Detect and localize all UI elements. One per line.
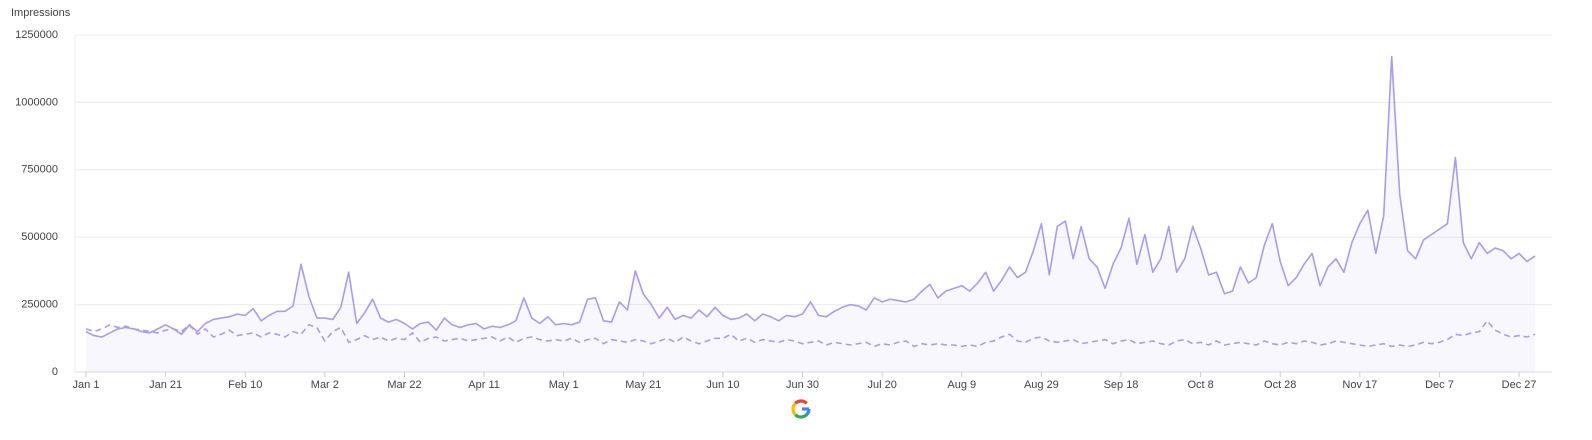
x-tick-label: Jun 30 [786,379,819,391]
x-tick-label: May 21 [625,379,661,391]
x-tick-label: Oct 8 [1187,379,1213,391]
y-tick-label: 750000 [21,164,58,176]
x-tick-label: Oct 28 [1264,379,1296,391]
legend-google-icon [791,399,811,419]
y-tick-label: 0 [52,366,58,378]
x-tick-label: Jul 20 [867,379,896,391]
x-tick-label: Jan 1 [73,379,100,391]
x-tick-label: Aug 9 [947,379,976,391]
y-tick-label: 1000000 [15,96,58,108]
x-tick-label: Jan 21 [149,379,182,391]
x-tick-label: Dec 27 [1502,379,1537,391]
x-tick-label: Sep 18 [1104,379,1139,391]
x-tick-label: Aug 29 [1024,379,1059,391]
line [85,320,1536,348]
area [86,56,1535,372]
y-tick-label: 250000 [21,299,58,311]
x-tick-label: Apr 11 [468,379,500,391]
x-tick-label: May 1 [549,379,579,391]
x-tick-label: Nov 17 [1342,379,1377,391]
x-tick-label: Dec 7 [1425,379,1454,391]
line [85,55,1536,338]
x-tick-label: Jun 10 [706,379,739,391]
y-axis-title: Impressions [11,7,71,19]
y-tick-label: 500000 [21,231,58,243]
x-tick-label: Mar 22 [387,379,421,391]
x-tick-label: Feb 10 [228,379,262,391]
y-tick-label: 1250000 [15,29,58,41]
x-tick-label: Mar 2 [311,379,339,391]
